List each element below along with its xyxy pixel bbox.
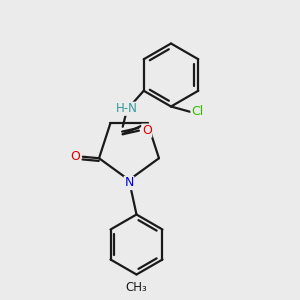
Text: O: O [142, 124, 152, 137]
Text: N: N [124, 176, 134, 190]
Text: CH₃: CH₃ [126, 280, 147, 294]
Text: H-N: H-N [116, 102, 138, 115]
Text: Cl: Cl [191, 105, 203, 119]
Text: O: O [70, 150, 80, 163]
